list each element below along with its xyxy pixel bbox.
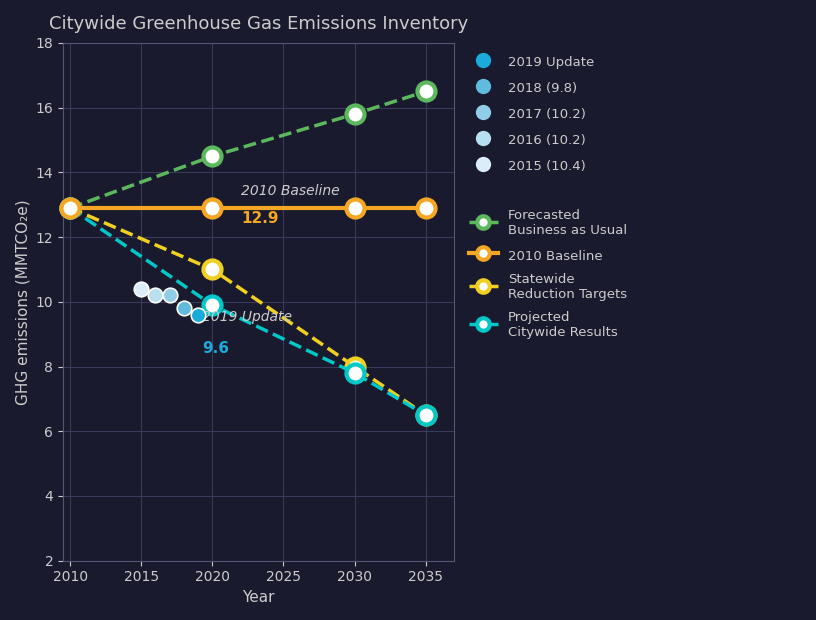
Text: 9.6: 9.6 bbox=[202, 340, 229, 356]
Text: 2010 Baseline: 2010 Baseline bbox=[241, 184, 339, 198]
Text: 12.9: 12.9 bbox=[241, 211, 278, 226]
Title: Citywide Greenhouse Gas Emissions Inventory: Citywide Greenhouse Gas Emissions Invent… bbox=[49, 15, 468, 33]
Point bbox=[135, 284, 148, 294]
Legend: 2019 Update, 2018 (9.8), 2017 (10.2), 2016 (10.2), 2015 (10.4), , Forecasted
Bus: 2019 Update, 2018 (9.8), 2017 (10.2), 20… bbox=[464, 50, 632, 343]
Text: 2019 Update: 2019 Update bbox=[202, 311, 292, 324]
Point bbox=[163, 290, 176, 300]
Point bbox=[192, 310, 205, 320]
Point bbox=[149, 290, 162, 300]
Y-axis label: GHG emissions (MMTCO₂e): GHG emissions (MMTCO₂e) bbox=[15, 199, 30, 405]
X-axis label: Year: Year bbox=[242, 590, 275, 605]
Point bbox=[177, 303, 190, 313]
